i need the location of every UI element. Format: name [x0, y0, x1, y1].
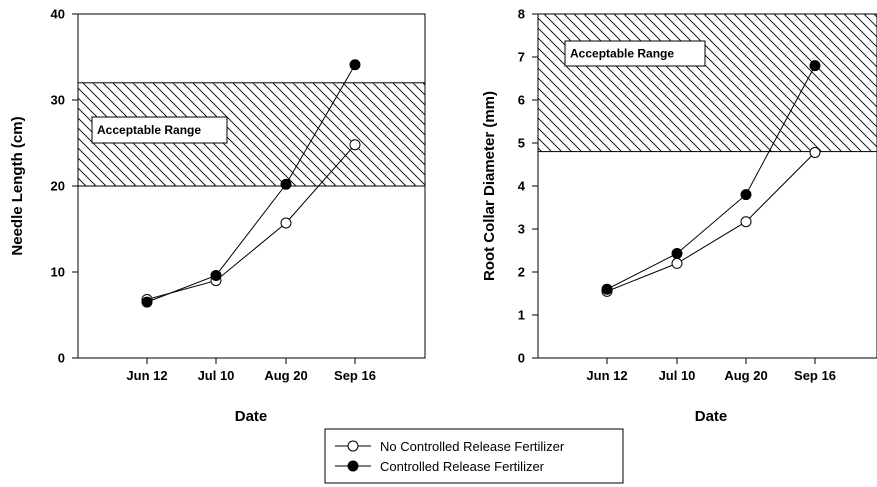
y-axis-ticks: 0 10 20 30 40 — [51, 7, 78, 366]
series-line-no-fertilizer — [606, 152, 816, 292]
y-tick-label: 3 — [518, 222, 525, 237]
series-group — [141, 59, 361, 308]
legend: No Controlled Release Fertilizer Control… — [324, 428, 624, 484]
y-axis-title: Root Collar Diameter (mm) — [481, 91, 498, 281]
series-line-no-fertilizer — [146, 144, 356, 301]
data-point-fertilizer — [740, 189, 752, 201]
x-tick-label: Sep 16 — [794, 368, 836, 383]
y-tick-label: 0 — [58, 351, 65, 366]
x-axis-title: Date — [695, 408, 728, 425]
y-tick-label: 6 — [518, 93, 525, 108]
legend-label-no-fertilizer: No Controlled Release Fertilizer — [380, 439, 565, 454]
y-tick-label: 10 — [51, 265, 65, 280]
y-tick-label: 30 — [51, 93, 65, 108]
x-tick-label: Jul 10 — [659, 368, 696, 383]
acceptable-range-band — [537, 13, 877, 153]
x-axis-ticks: Jun 12 Jul 10 Aug 20 Sep 16 — [126, 358, 376, 383]
y-tick-label: 0 — [518, 351, 525, 366]
data-point-fertilizer — [349, 59, 361, 71]
needle-length-chart: Acceptable Range 0 10 20 30 40 Jun 12 Jul 10 A… — [9, 7, 426, 425]
x-tick-label: Jul 10 — [198, 368, 235, 383]
x-axis-title: Date — [235, 408, 268, 425]
acceptable-range-label: Acceptable Range — [570, 47, 674, 61]
series-line-fertilizer — [606, 65, 816, 290]
data-point-fertilizer — [601, 283, 613, 295]
y-tick-label: 40 — [51, 7, 65, 22]
series-group — [601, 60, 821, 297]
legend-label-fertilizer: Controlled Release Fertilizer — [380, 459, 545, 474]
data-point-no-fertilizer — [349, 139, 361, 151]
data-point-fertilizer — [210, 269, 222, 281]
acceptable-range-label-box — [91, 116, 228, 144]
y-axis-title: Needle Length (cm) — [9, 116, 26, 255]
y-tick-label: 1 — [518, 308, 525, 323]
x-tick-label: Aug 20 — [264, 368, 307, 383]
acceptable-range-label-box — [564, 40, 706, 67]
data-point-no-fertilizer — [809, 146, 821, 158]
y-tick-label: 20 — [51, 179, 65, 194]
data-point-fertilizer — [280, 178, 292, 190]
x-tick-label: Aug 20 — [724, 368, 767, 383]
legend-marker-filled-circle — [347, 460, 359, 472]
x-tick-label: Jun 12 — [126, 368, 167, 383]
y-tick-label: 5 — [518, 136, 525, 151]
y-tick-label: 8 — [518, 7, 525, 22]
y-tick-label: 4 — [518, 179, 526, 194]
y-tick-label: 2 — [518, 265, 525, 280]
acceptable-range-label: Acceptable Range — [97, 123, 201, 137]
data-point-no-fertilizer — [280, 217, 292, 229]
data-point-fertilizer — [809, 60, 821, 72]
root-collar-diameter-chart: Acceptable Range 0 1 2 3 4 5 6 7 8 Jun 12 Jul 10 A… — [481, 7, 877, 425]
y-axis-ticks: 0 1 2 3 4 5 6 7 8 — [518, 7, 538, 366]
series-line-fertilizer — [146, 64, 356, 303]
data-point-no-fertilizer — [671, 257, 683, 269]
data-point-no-fertilizer — [740, 216, 752, 228]
legend-marker-open-circle — [347, 440, 359, 452]
legend-box — [324, 428, 624, 484]
y-tick-label: 7 — [518, 50, 525, 65]
data-point-fertilizer — [671, 248, 683, 260]
x-tick-label: Sep 16 — [334, 368, 376, 383]
x-axis-ticks: Jun 12 Jul 10 Aug 20 Sep 16 — [586, 358, 836, 383]
x-tick-label: Jun 12 — [586, 368, 627, 383]
data-point-fertilizer — [141, 296, 153, 308]
